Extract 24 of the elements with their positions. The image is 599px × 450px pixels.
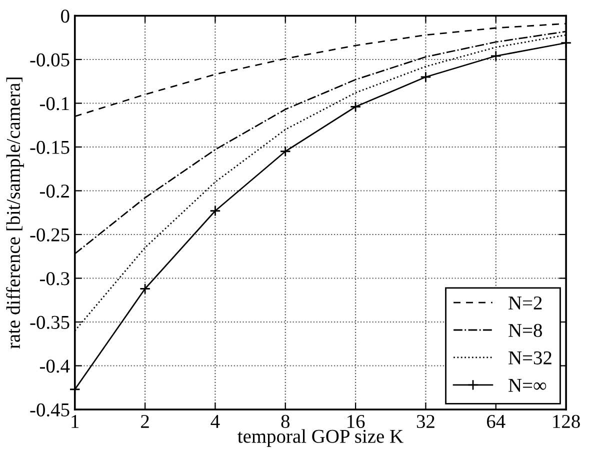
y-tick-label: -0.1	[40, 97, 69, 110]
y-tick-label: -0.05	[30, 53, 70, 67]
y-tick-label: -0.25	[30, 228, 70, 242]
x-tick-label: 32	[416, 414, 434, 428]
legend-label: N=32	[508, 351, 552, 364]
x-tick-label: 16	[348, 414, 365, 428]
y-axis-title: rate difference [bit/sample/camera]	[6, 78, 24, 349]
x-tick-label: 64	[487, 414, 506, 428]
y-tick-label: -0.4	[40, 360, 70, 373]
y-tick-label: 0	[61, 10, 70, 23]
x-tick-label: 8	[281, 414, 290, 428]
x-tick-label: 1	[72, 415, 79, 428]
x-axis-title: temporal GOP size K	[238, 429, 404, 447]
legend-label: N=2	[508, 296, 542, 310]
legend-label: N=∞	[508, 379, 546, 392]
y-tick-label: -0.35	[30, 316, 70, 330]
x-tick-label: 128	[553, 414, 580, 428]
y-tick-label: -0.3	[40, 272, 70, 286]
legend-label: N=8	[508, 324, 542, 337]
y-tick-label: -0.15	[30, 140, 70, 154]
x-tick-label: 4	[210, 415, 220, 428]
x-tick-label: 2	[141, 414, 149, 428]
y-tick-label: -0.45	[30, 403, 70, 417]
y-tick-label: -0.2	[40, 184, 69, 198]
